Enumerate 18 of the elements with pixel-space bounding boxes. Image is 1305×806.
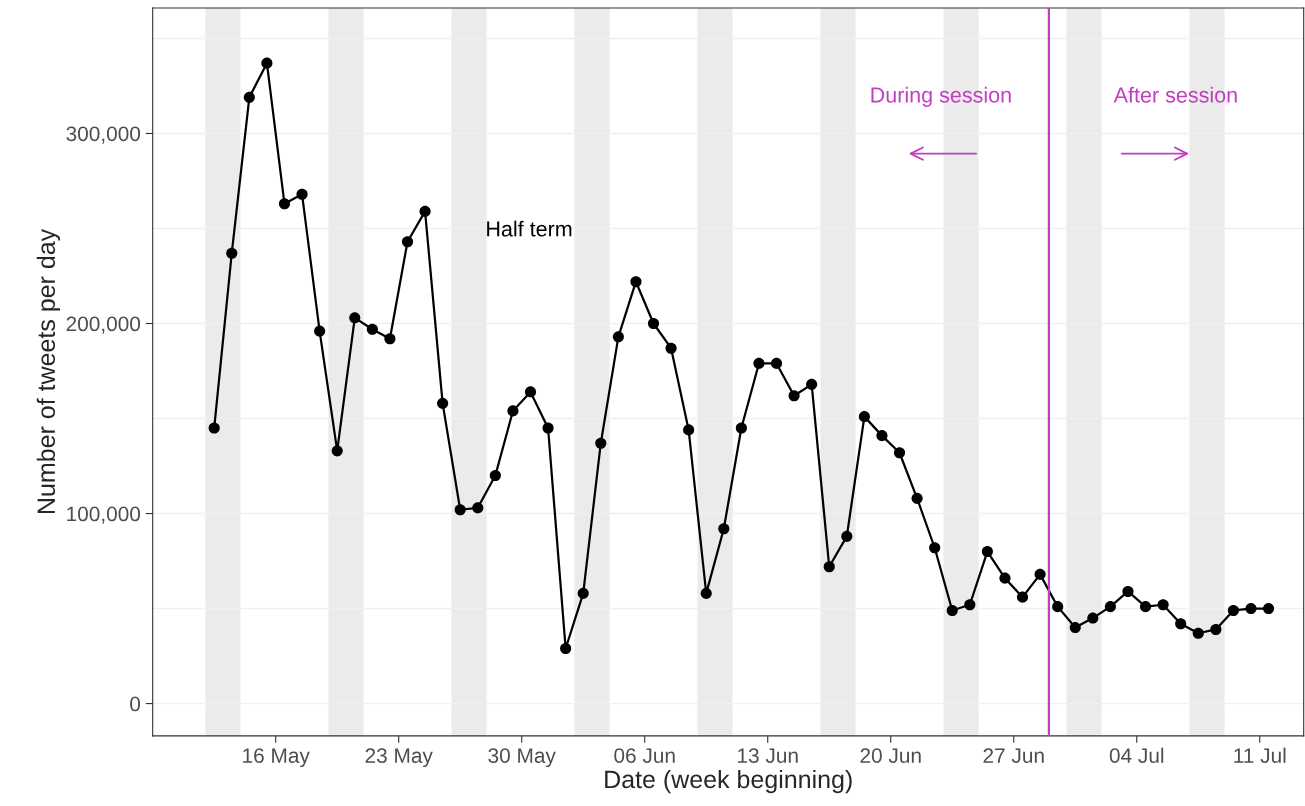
y-axis-title: Number of tweets per day	[36, 228, 61, 514]
annotation: During session	[871, 86, 1011, 107]
x-tick-label: 30 May	[488, 748, 556, 768]
x-tick-label: 13 Jun	[738, 748, 798, 763]
x-tick-label: 20 Jun	[860, 748, 921, 763]
annotation: After session	[1113, 86, 1237, 103]
x-tick-label: 04 Jul	[1109, 747, 1164, 763]
x-tick-label: 27 Jun	[983, 748, 1044, 763]
y-tick-label: 200,000	[66, 316, 141, 334]
y-tick-label: 0	[130, 696, 141, 712]
x-tick-label: 16 May	[243, 748, 310, 768]
annotation: Half term	[487, 220, 572, 237]
x-tick-label: 06 Jun	[614, 748, 675, 763]
x-tick-label: 11 Jul	[1234, 747, 1286, 763]
y-tick-label: 100,000	[67, 506, 141, 524]
y-tick-label: 300,000	[66, 126, 141, 144]
x-axis-title: Date (week beginning)	[605, 769, 852, 794]
x-tick-label: 23 May	[365, 748, 433, 768]
